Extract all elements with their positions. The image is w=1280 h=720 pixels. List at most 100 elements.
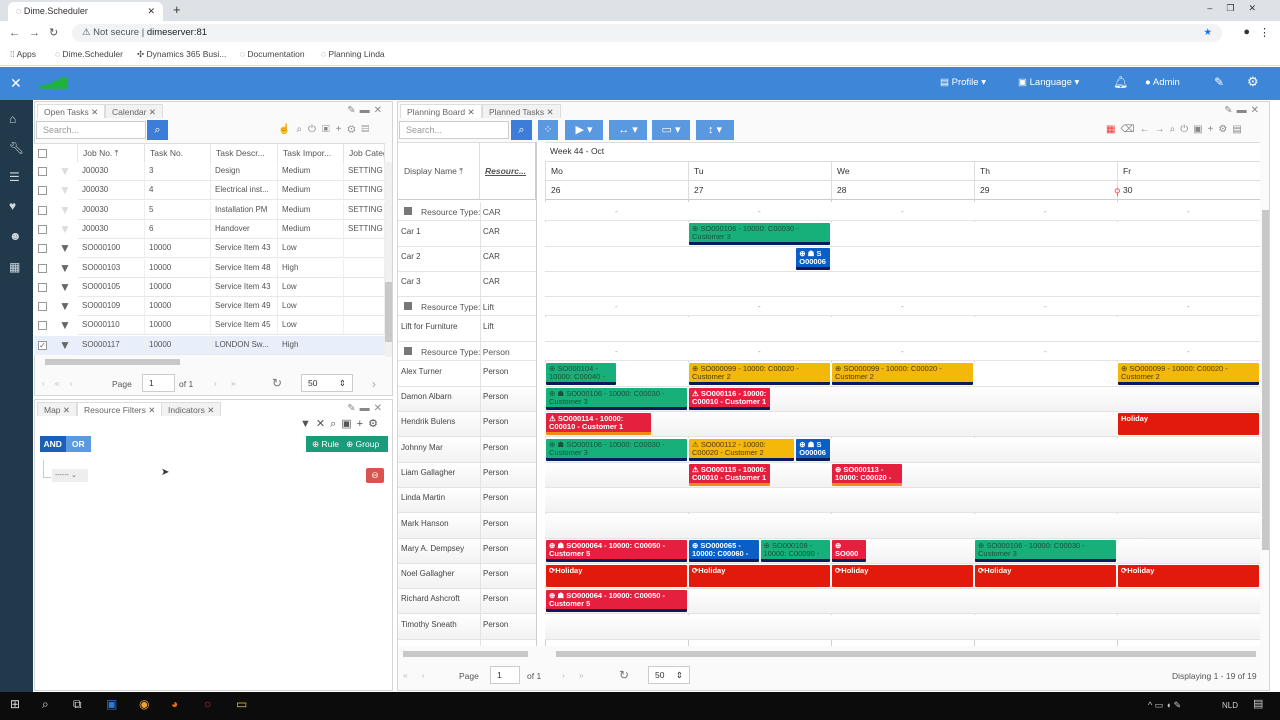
row-checkbox[interactable] (38, 321, 47, 331)
bookmark-documentation[interactable]: ◌ Documentation (240, 49, 305, 59)
tab-planning-board[interactable]: Planning Board ✕ (400, 104, 482, 118)
or-button[interactable]: OR (65, 436, 91, 452)
tab-planned-tasks[interactable]: Planned Tasks ✕ (482, 104, 561, 118)
appointment-block[interactable]: ⊕ SO000106 - 10000: C00030 - Customer 3 (689, 222, 830, 245)
horizontal-scrollbar[interactable] (45, 359, 180, 365)
and-button[interactable]: AND (40, 436, 66, 452)
tab-calendar[interactable]: Calendar ✕ (105, 104, 163, 118)
panel-window-icons[interactable]: ✎▬✕ (347, 403, 386, 414)
appointment-block[interactable]: ⊕ SO000113 - 10000: C00020 - (832, 463, 902, 486)
refresh-icon[interactable]: ↻ (272, 376, 283, 390)
resource-row[interactable] (398, 462, 1260, 488)
appointment-block[interactable]: ⊕ SO000104 - 10000: C00040 - (546, 362, 616, 385)
add-rule-button[interactable]: ⊕ Rule (312, 439, 339, 449)
column-header[interactable]: Job Catego (344, 143, 385, 162)
notifications-icon[interactable]: ▤ (1253, 698, 1264, 710)
appointment-block[interactable]: ⟳Holiday (975, 565, 1116, 588)
bookmark-apps[interactable]: ⁞⁞ Apps (10, 49, 37, 59)
profile-menu[interactable]: ▤ Profile ▾ (940, 77, 986, 88)
board-pager-next-last[interactable]: ›» (562, 670, 598, 680)
display-dropdown-button[interactable]: ▭ ▾ (652, 120, 690, 140)
row-checkbox[interactable] (38, 186, 47, 196)
play-dropdown-button[interactable]: ▶ ▾ (565, 120, 603, 140)
column-header[interactable]: Task Impor... (278, 143, 344, 162)
appointment-block[interactable]: ⚠ SO000115 - 10000: C00010 - Customer 1 (689, 463, 771, 486)
tab-resource-filters[interactable]: Resource Filters ✕ (77, 402, 163, 416)
language-indicator[interactable]: NLD (1222, 701, 1239, 710)
appointment-block[interactable]: ⊕ ☗ SO000064 - 10000: C00050 - Customer … (546, 539, 687, 562)
file-explorer-icon[interactable]: ▭ (236, 697, 248, 711)
panel-window-icons[interactable]: ✎▬✕ (1224, 105, 1263, 116)
appointment-block[interactable]: ⟳Holiday (832, 565, 973, 588)
close-menu-icon[interactable]: ✕ (10, 75, 22, 91)
pager-next-last[interactable]: ›» (214, 378, 250, 388)
collapse-icon[interactable] (404, 207, 412, 215)
table-row[interactable] (34, 219, 385, 239)
row-checkbox[interactable] (38, 205, 47, 215)
brush-icon[interactable]: ✎ (1214, 75, 1225, 89)
resource-row[interactable] (398, 387, 1260, 412)
appointment-block[interactable]: Holiday (1118, 413, 1259, 436)
resource-row[interactable] (398, 272, 1260, 298)
tab-indicators[interactable]: Indicators ✕ (161, 402, 222, 416)
search-icon[interactable]: ⌕ (42, 697, 49, 711)
board-toolbar-icons[interactable]: ▦⌫←→⌕⏻▣+⚙▤ (1106, 124, 1247, 135)
home-icon[interactable]: ⌂ (9, 112, 17, 126)
appointment-block[interactable]: ⟳Holiday (689, 565, 830, 588)
table-row[interactable] (34, 200, 385, 220)
select-all-checkbox[interactable] (38, 149, 47, 158)
group-row[interactable] (398, 297, 1260, 317)
appointment-block[interactable]: ⊕ SO000 0111 - (832, 539, 866, 562)
group-row[interactable] (398, 202, 1260, 221)
rule-field-select[interactable]: ------ ⌄ (52, 469, 88, 482)
nav-buttons[interactable]: ←→↻ (9, 27, 68, 39)
height-dropdown-button[interactable]: ↕ ▾ (696, 120, 734, 140)
heartbeat-icon[interactable]: ♥ (9, 199, 17, 213)
board-refresh-icon[interactable]: ↻ (619, 668, 630, 682)
collapse-icon[interactable] (404, 302, 412, 311)
user-menu[interactable]: ● Admin (1145, 77, 1180, 88)
page-input[interactable]: 1 (142, 374, 175, 392)
add-group-button[interactable]: ⊕ Group (346, 439, 380, 449)
opera-icon[interactable]: ○ (204, 697, 212, 711)
column-header[interactable]: Task No. (145, 143, 211, 162)
tab-map[interactable]: Map ✕ (37, 402, 78, 416)
account-icon[interactable]: ● (1243, 26, 1250, 38)
row-checkbox[interactable] (38, 263, 47, 273)
page-size-stepper[interactable]: 50 ⇕ (301, 374, 353, 392)
appointment-block[interactable]: ⚠ SO000112 - 10000: C00020 - Customer 2 (689, 438, 795, 461)
appointment-block[interactable]: ⚠ SO000116 - 10000: C00010 - Customer 1 (689, 388, 771, 410)
close-tab-icon[interactable]: ✕ (147, 6, 155, 16)
table-row[interactable] (34, 239, 385, 259)
pane-splitter[interactable] (536, 142, 545, 646)
timeline-horizontal-scrollbar[interactable] (556, 651, 1256, 657)
outlook-icon[interactable]: ▣ (106, 697, 118, 711)
and-or-toggle[interactable]: AND OR (40, 436, 91, 452)
appointment-block[interactable]: ⊕ ☗ S O00006 (796, 438, 830, 461)
appointment-block[interactable]: ⚠ SO000114 - 10000: C00010 - Customer 1 (546, 413, 652, 436)
next-arrow[interactable]: › (372, 377, 376, 391)
url-field[interactable]: ⚠ Not secure | dimeserver:81 ★ (72, 24, 1222, 42)
row-checkbox[interactable] (38, 244, 47, 254)
row-checkbox[interactable] (38, 282, 47, 292)
appointment-block[interactable]: ⊕ ☗ SO000064 - 10000: C00050 - Customer … (546, 590, 687, 613)
board-page-input[interactable]: 1 (490, 666, 520, 684)
open-tasks-toolbar-icons[interactable]: ☝⌕⏻▣+⚙▤ (278, 124, 376, 135)
panel-window-icons[interactable]: ✎▬✕ (347, 105, 386, 116)
board-pager-first-prev[interactable]: «‹ (403, 670, 439, 680)
appointment-block[interactable]: ⊕ SO000099 - 10000: C00020 - Customer 2 (689, 362, 830, 385)
appointment-block[interactable]: ⊕ SO000106 - 10000: C00030 - Customer 3 (975, 539, 1116, 562)
bookmark-dynamics[interactable]: ✣ Dynamics 365 Busi... (137, 49, 227, 59)
column-header[interactable]: Job No. ⤒ (78, 143, 145, 162)
open-tasks-search-input[interactable]: Search... (36, 121, 146, 139)
open-tasks-search-button[interactable]: ⌕ (147, 120, 168, 140)
appointment-block[interactable]: ⟳Holiday (546, 565, 687, 588)
row-checkbox[interactable] (38, 302, 47, 312)
appointment-block[interactable]: ⊕ ☗ SO000106 - 10000: C00030 - Customer … (546, 438, 687, 461)
table-row[interactable] (34, 162, 385, 181)
column-display-name[interactable]: Display Name ⤒ (398, 142, 480, 200)
table-row[interactable] (34, 316, 385, 336)
resource-row[interactable] (398, 513, 1260, 539)
tray-icons[interactable]: ^ ▭ ◖ ✎ (1148, 700, 1182, 710)
appointment-block[interactable]: ⊕ SO000065 - 10000: C00060 - (689, 539, 759, 562)
